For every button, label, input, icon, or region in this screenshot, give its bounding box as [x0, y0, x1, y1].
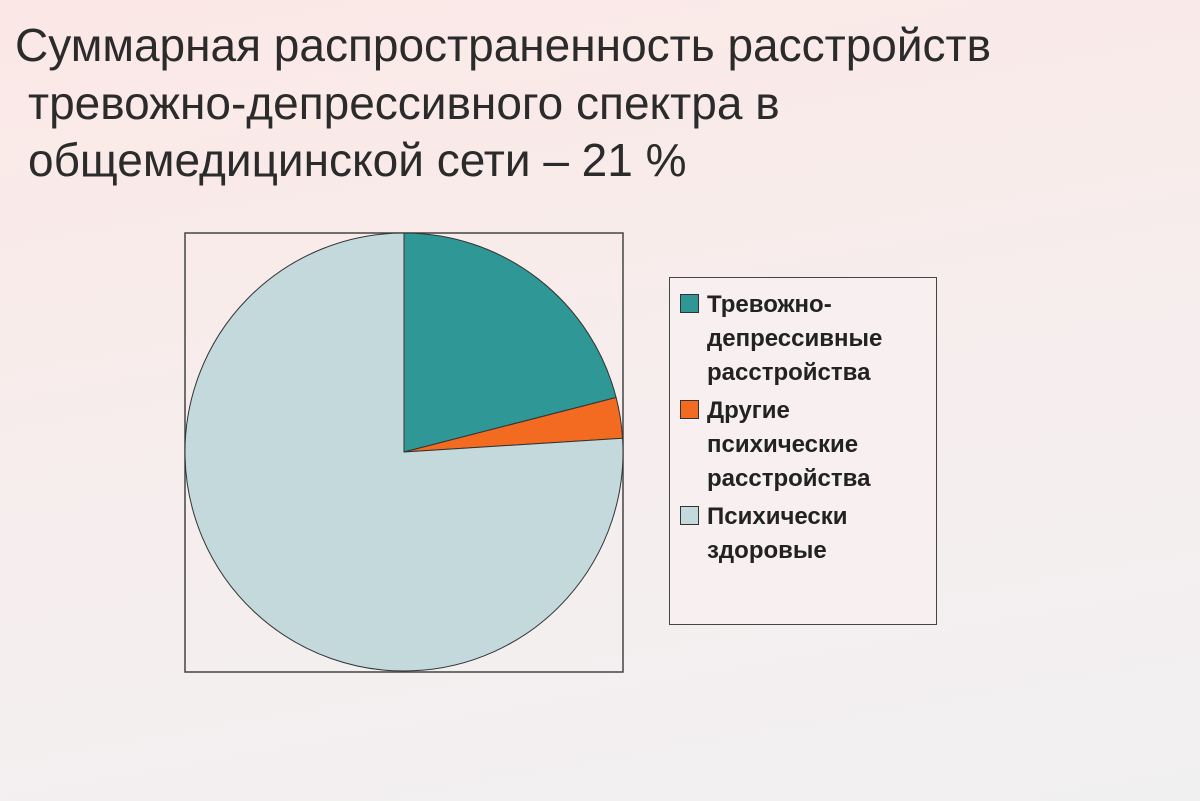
pie-slice — [184, 232, 624, 672]
pie-slice — [403, 232, 617, 453]
legend: Тревожно-депрессивные расстройства Другие… — [669, 277, 937, 625]
pie — [184, 232, 624, 672]
chart-title: общемедицинской сети – 21 % — [28, 134, 687, 186]
legend-label: Другие психические расстройства — [707, 397, 871, 492]
chart-title: Суммарная распространенность расстройств — [15, 19, 991, 71]
legend-swatch — [680, 294, 699, 313]
legend-swatch — [680, 506, 699, 525]
legend-item: Тревожно-депрессивные расстройства — [680, 288, 930, 390]
legend-item: Психически здоровые — [680, 500, 930, 568]
legend-swatch — [680, 400, 699, 419]
chart-title: тревожно-депрессивного спектра в — [28, 77, 780, 129]
legend-label: Тревожно-депрессивные расстройства — [707, 291, 883, 386]
legend-item: Другие психические расстройства — [680, 394, 930, 496]
legend-label: Психически здоровые — [707, 503, 848, 564]
